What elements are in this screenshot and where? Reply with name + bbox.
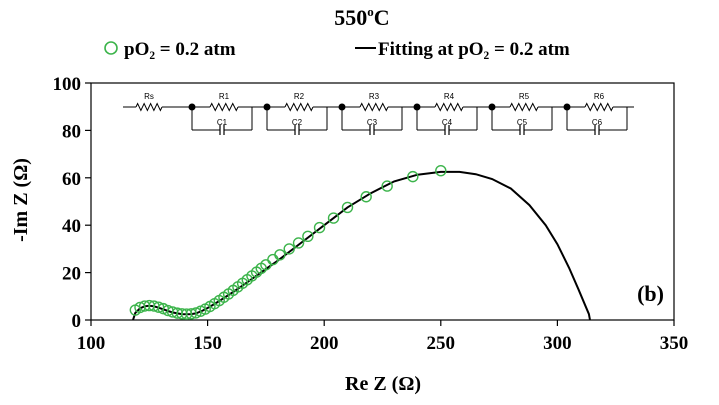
x-tick-label: 100 (77, 333, 106, 354)
y-tick-label: 40 (62, 216, 81, 237)
data-point (313, 221, 326, 234)
legend: pO₂ = 0.2 atm Fitting at pO₂ = 0.2 atm (104, 39, 570, 60)
r6-label: R6 (594, 92, 605, 101)
equivalent-circuit-inset: Rs R1 C1 R2 C2 R3 C3 R4 C4 R5 C5 R6 C6 (123, 92, 634, 135)
y-tick-label: 100 (53, 74, 82, 95)
data-point (360, 191, 372, 203)
x-tick-label: 250 (427, 333, 456, 354)
x-tick-label: 200 (310, 333, 339, 354)
c6-label: C6 (592, 118, 603, 127)
legend-label-data: pO₂ = 0.2 atm (124, 39, 236, 60)
axis-ticks: 100 150 200 250 300 350 0 20 40 60 80 100 (53, 74, 689, 354)
data-point (190, 307, 202, 319)
rs-label: Rs (144, 92, 154, 101)
x-axis-title: Re Z (Ω) (345, 373, 421, 395)
x-tick-label: 300 (543, 333, 572, 354)
c4-label: C4 (442, 118, 453, 127)
data-point (327, 212, 340, 224)
resistor-r1 (209, 102, 239, 112)
chart-title-superscript: o (367, 4, 374, 19)
data-point (292, 237, 305, 249)
data-point (283, 243, 295, 255)
r1-label: R1 (219, 92, 230, 101)
resistor-r2 (284, 102, 314, 112)
c3-label: C3 (367, 118, 378, 127)
c5-label: C5 (517, 118, 528, 127)
resistor-r4 (434, 102, 464, 112)
r5-label: R5 (519, 92, 530, 101)
y-tick-label: 20 (62, 264, 81, 285)
data-point (381, 180, 393, 192)
resistor-r3 (359, 102, 389, 112)
legend-marker-data (104, 41, 118, 55)
c1-label: C1 (217, 118, 228, 127)
data-point (435, 164, 447, 177)
y-axis-title: -Im Z (Ω) (10, 158, 32, 242)
resistor-rs (135, 102, 163, 112)
data-point (407, 170, 419, 183)
c2-label: C2 (292, 118, 303, 127)
r4-label: R4 (444, 92, 455, 101)
resistor-r5 (509, 102, 539, 112)
panel-label: (b) (637, 281, 664, 306)
legend-label-fit: Fitting at pO₂ = 0.2 atm (378, 39, 570, 60)
x-tick-label: 350 (660, 333, 689, 354)
y-tick-label: 60 (62, 169, 81, 190)
data-point (274, 249, 286, 261)
r3-label: R3 (369, 92, 380, 101)
data-marks (129, 164, 591, 321)
x-tick-label: 150 (193, 333, 222, 354)
y-tick-label: 80 (62, 121, 81, 142)
r2-label: R2 (294, 92, 305, 101)
resistor-r6 (584, 102, 614, 112)
data-point (341, 201, 354, 214)
y-tick-label: 0 (72, 311, 82, 332)
data-point (302, 230, 314, 243)
chart-title: 550oC (334, 4, 389, 30)
plot-frame (90, 82, 675, 321)
